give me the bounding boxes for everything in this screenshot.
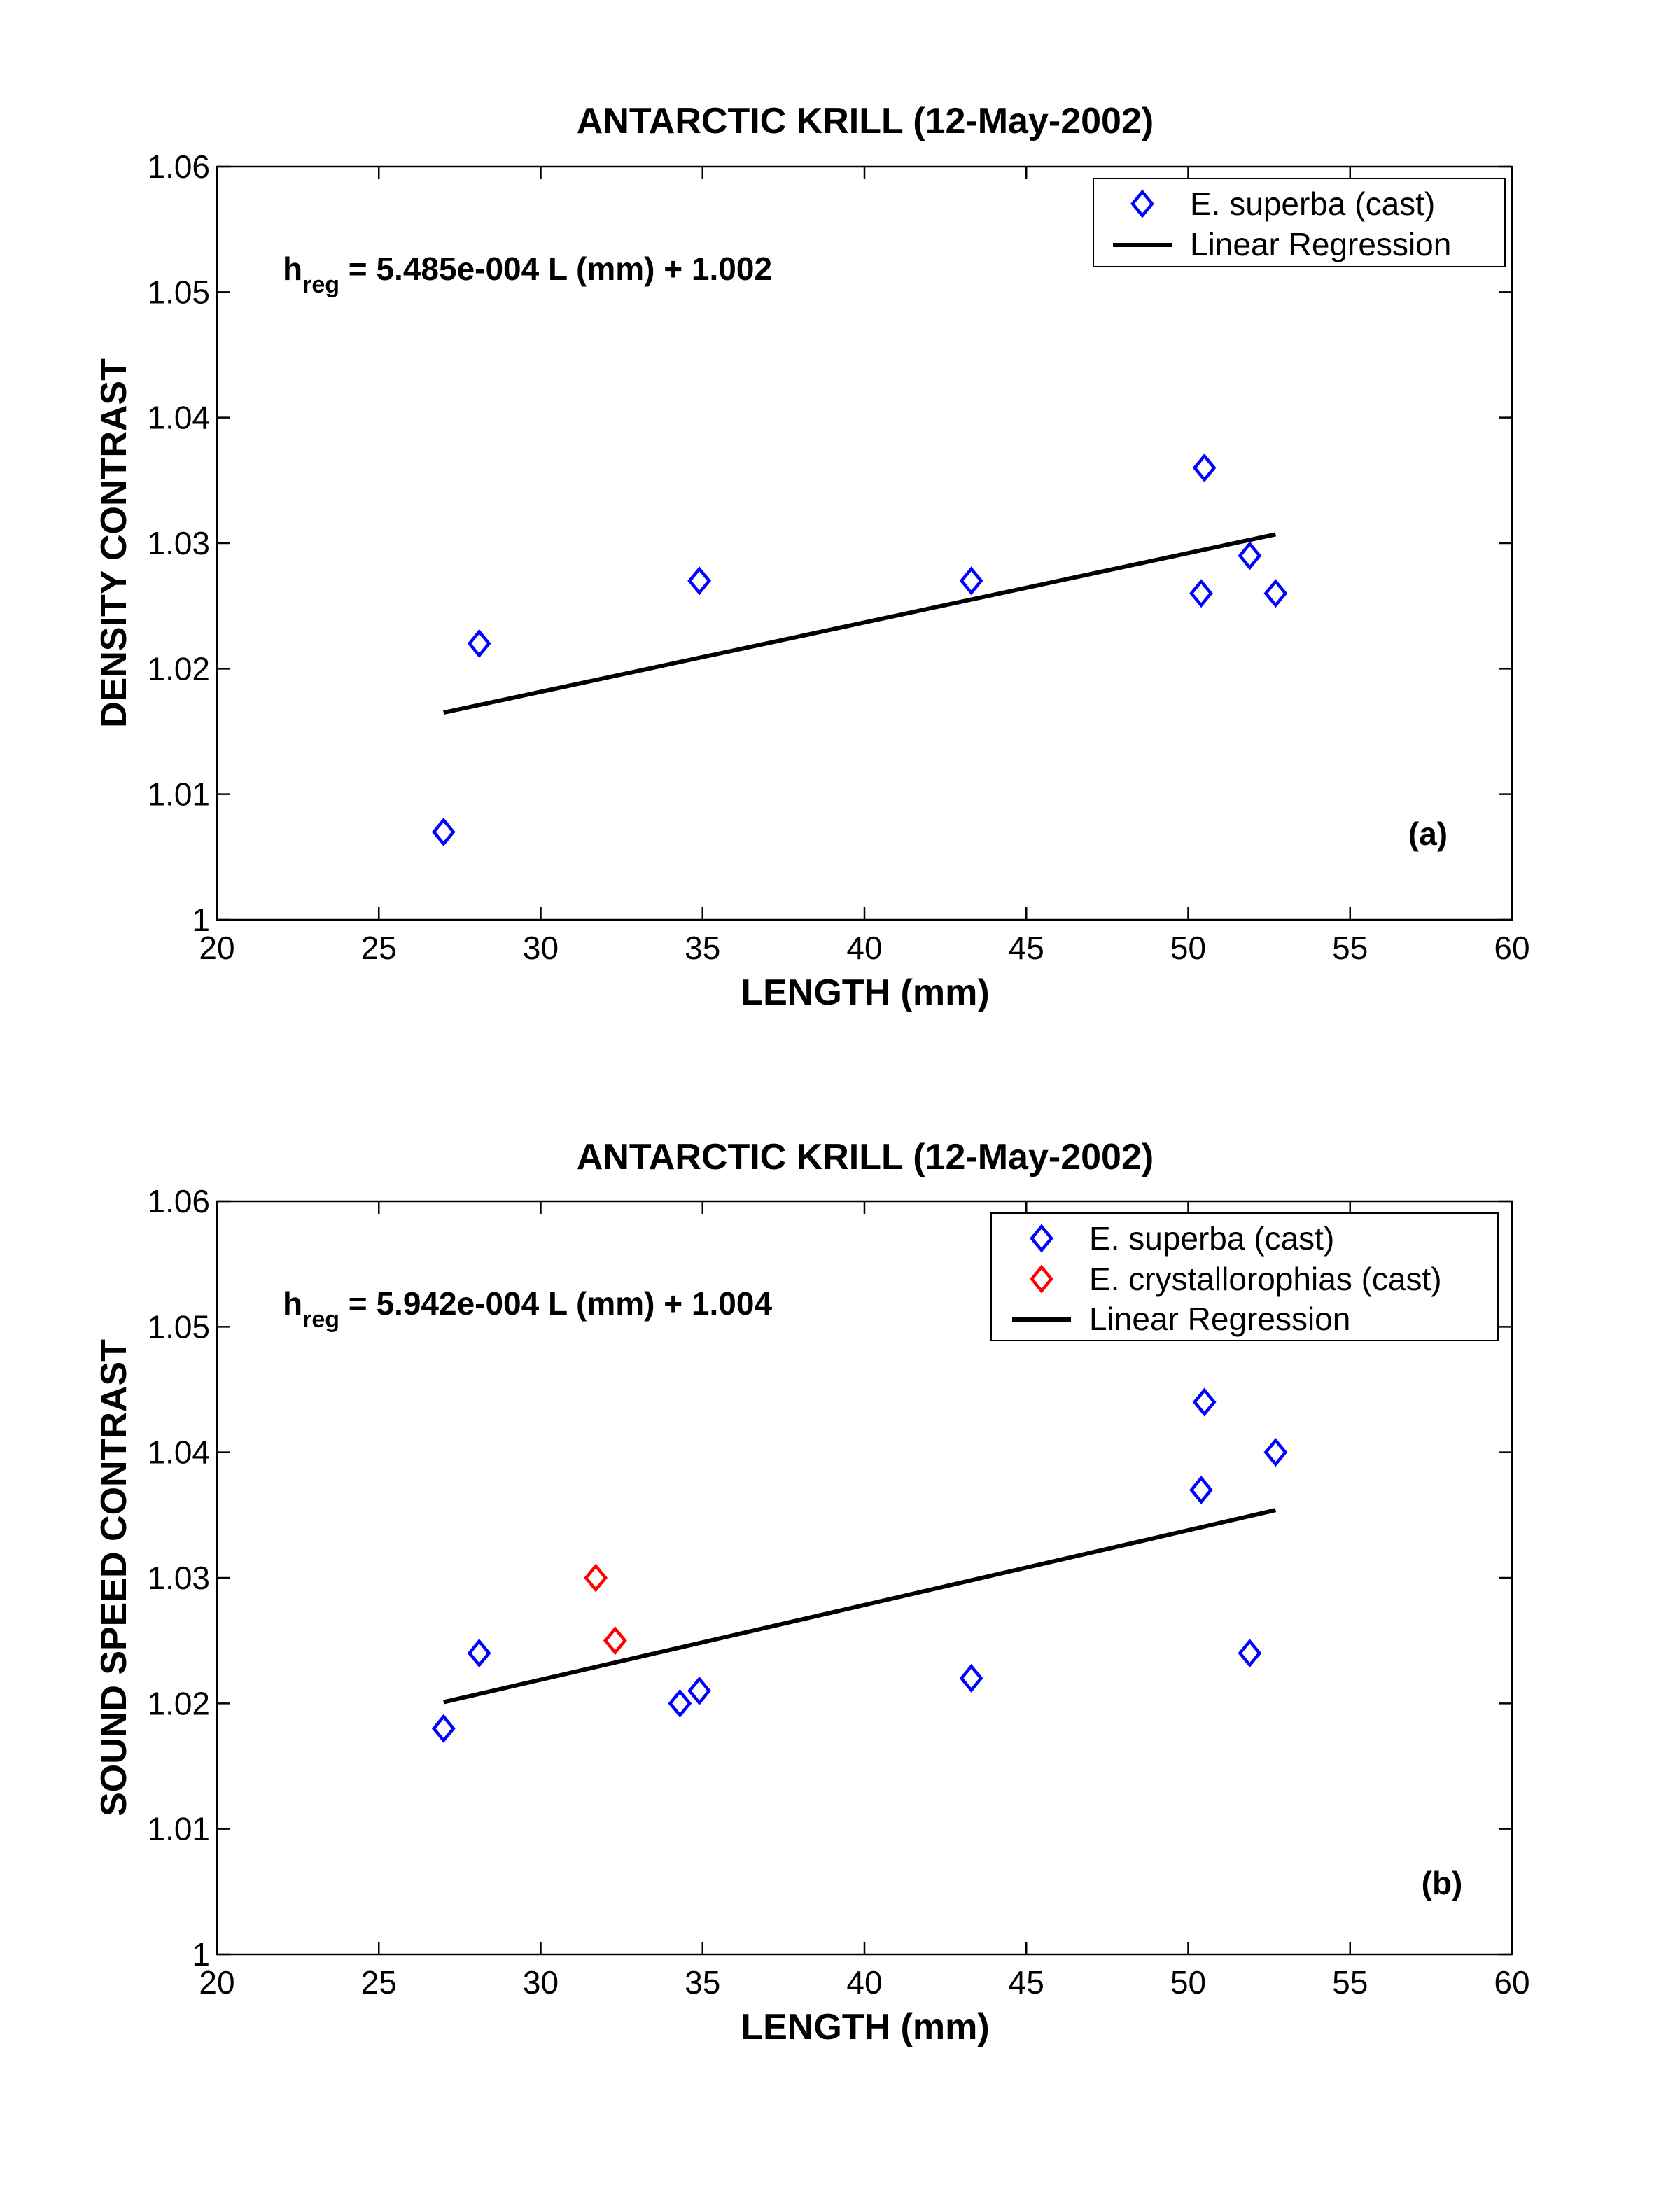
- data-point-e-superba: [959, 1663, 983, 1693]
- data-point-e-superba: [431, 1714, 456, 1743]
- legend-label-e-crystallorophias: E. crystallorophias (cast): [1089, 1261, 1442, 1297]
- equation-body: = 5.485e-004 L (mm) + 1.002: [340, 251, 772, 287]
- data-point-e-superba: [1264, 1438, 1288, 1467]
- x-tick-label: 35: [685, 1964, 720, 2001]
- data-point-e-superba: [1192, 1387, 1217, 1417]
- data-point-e-superba: [1238, 541, 1262, 570]
- data-point-e-superba: [431, 817, 456, 847]
- data-marks: [431, 453, 1288, 847]
- legend-marker-e-crystallorophias: [1030, 1264, 1054, 1294]
- x-axis-label: LENGTH (mm): [741, 2007, 989, 2047]
- legend-box: [1093, 178, 1506, 267]
- legend-box: [990, 1212, 1499, 1341]
- legend-marker-e-superba: [1130, 189, 1154, 218]
- regression-line: [443, 532, 1277, 715]
- x-tick-label: 60: [1494, 1964, 1530, 2001]
- x-tick-label: 45: [1009, 1964, 1044, 2001]
- y-tick-label: 1: [192, 1936, 210, 1973]
- plot-area: 20 25 30 35 40 45 50 55 60 1 1.01 1.02 1.03 1.04 1.05 1…: [147, 1183, 1530, 2001]
- equation-body: = 5.942e-004 L (mm) + 1.004: [340, 1285, 772, 1322]
- x-tick-label: 30: [523, 1964, 559, 2001]
- equation-lead: h: [283, 1285, 302, 1322]
- x-tick-label: 50: [1170, 1964, 1206, 2001]
- data-point-e-superba: [1189, 579, 1213, 608]
- equation-lead: h: [283, 251, 302, 287]
- legend: E. superba (cast) Linear Regression: [1093, 178, 1506, 267]
- plot-area: 20 25 30 35 40 45 50 55 60 1 1.01 1.02 1.03 1.04 1.05 1…: [147, 148, 1530, 966]
- x-tick-label: 25: [361, 1964, 397, 2001]
- chart-title: ANTARCTIC KRILL (12-May-2002): [577, 1137, 1154, 1177]
- y-tick-label: 1.05: [147, 274, 210, 310]
- regression-equation: hreg = 5.942e-004 L (mm) + 1.004: [283, 1285, 772, 1333]
- legend-label-regression: Linear Regression: [1190, 226, 1451, 262]
- equation-subscript: reg: [302, 272, 340, 298]
- x-tick-label: 40: [846, 1964, 882, 2001]
- data-point-e-superba: [1192, 453, 1217, 482]
- x-tick-label: 55: [1332, 930, 1368, 966]
- chart-title: ANTARCTIC KRILL (12-May-2002): [577, 101, 1154, 141]
- y-tick-label: 1.03: [147, 525, 210, 561]
- data-point-e-superba: [687, 566, 712, 596]
- x-axis-label: LENGTH (mm): [741, 972, 989, 1013]
- data-point-e-superba: [668, 1688, 692, 1718]
- y-tick-label: 1.06: [147, 1183, 210, 1219]
- y-tick-label: 1.05: [147, 1308, 210, 1345]
- legend: E. superba (cast) E. crystallorophias (c…: [990, 1212, 1499, 1341]
- y-tick-label: 1.04: [147, 400, 210, 436]
- panel-label: (b): [1422, 1865, 1463, 1901]
- regression-equation: hreg = 5.485e-004 L (mm) + 1.002: [283, 251, 772, 298]
- x-tick-label: 55: [1332, 1964, 1368, 2001]
- y-tick-label: 1: [192, 902, 210, 938]
- data-point-e-crystallorophias: [584, 1563, 608, 1592]
- x-tick-label: 20: [199, 930, 234, 966]
- y-tick-label: 1.01: [147, 776, 210, 813]
- regression-line: [443, 1508, 1277, 1704]
- legend-label-regression: Linear Regression: [1089, 1301, 1350, 1337]
- y-tick-label: 1.02: [147, 1685, 210, 1721]
- x-tick-label: 30: [523, 930, 559, 966]
- x-tick-label: 20: [199, 1964, 234, 2001]
- legend-label-e-superba: E. superba (cast): [1089, 1220, 1334, 1256]
- equation-subscript: reg: [302, 1306, 340, 1333]
- panel-label: (a): [1408, 816, 1448, 852]
- data-point-e-superba: [1238, 1639, 1262, 1668]
- axis-ticks: 20 25 30 35 40 45 50 55 60 1 1.01 1.02 1.03 1.04 1.05 1…: [147, 1183, 1530, 2001]
- data-point-e-superba: [467, 629, 491, 659]
- legend-label-e-superba: E. superba (cast): [1190, 186, 1435, 222]
- legend-marker-e-superba: [1030, 1224, 1054, 1253]
- y-tick-label: 1.02: [147, 650, 210, 687]
- axis-ticks: 20 25 30 35 40 45 50 55 60 1 1.01 1.02 1.03 1.04 1.05 1…: [147, 148, 1530, 966]
- y-tick-label: 1.04: [147, 1434, 210, 1471]
- data-marks: [431, 1387, 1288, 1743]
- x-tick-label: 25: [361, 930, 397, 966]
- x-tick-label: 60: [1494, 930, 1530, 966]
- data-point-e-superba: [1189, 1475, 1213, 1505]
- y-tick-label: 1.01: [147, 1811, 210, 1847]
- data-point-e-superba: [687, 1676, 712, 1705]
- data-point-e-superba: [1264, 579, 1288, 608]
- x-tick-label: 45: [1009, 930, 1044, 966]
- chart-panel-a: ANTARCTIC KRILL (12-May-2002) 20 25 30 35 40…: [94, 101, 1530, 1013]
- x-tick-label: 40: [846, 930, 882, 966]
- y-axis-label: SOUND SPEED CONTRAST: [94, 1339, 134, 1816]
- chart-panel-b: ANTARCTIC KRILL (12-May-2002) 20 25 30 35 40…: [94, 1137, 1530, 2047]
- data-point-e-crystallorophias: [603, 1626, 627, 1656]
- x-tick-label: 35: [685, 930, 720, 966]
- y-tick-label: 1.06: [147, 148, 210, 185]
- x-tick-label: 50: [1170, 930, 1206, 966]
- y-tick-label: 1.03: [147, 1560, 210, 1596]
- y-axis-label: DENSITY CONTRAST: [94, 358, 134, 728]
- data-point-e-superba: [467, 1639, 491, 1668]
- data-point-e-superba: [959, 566, 983, 596]
